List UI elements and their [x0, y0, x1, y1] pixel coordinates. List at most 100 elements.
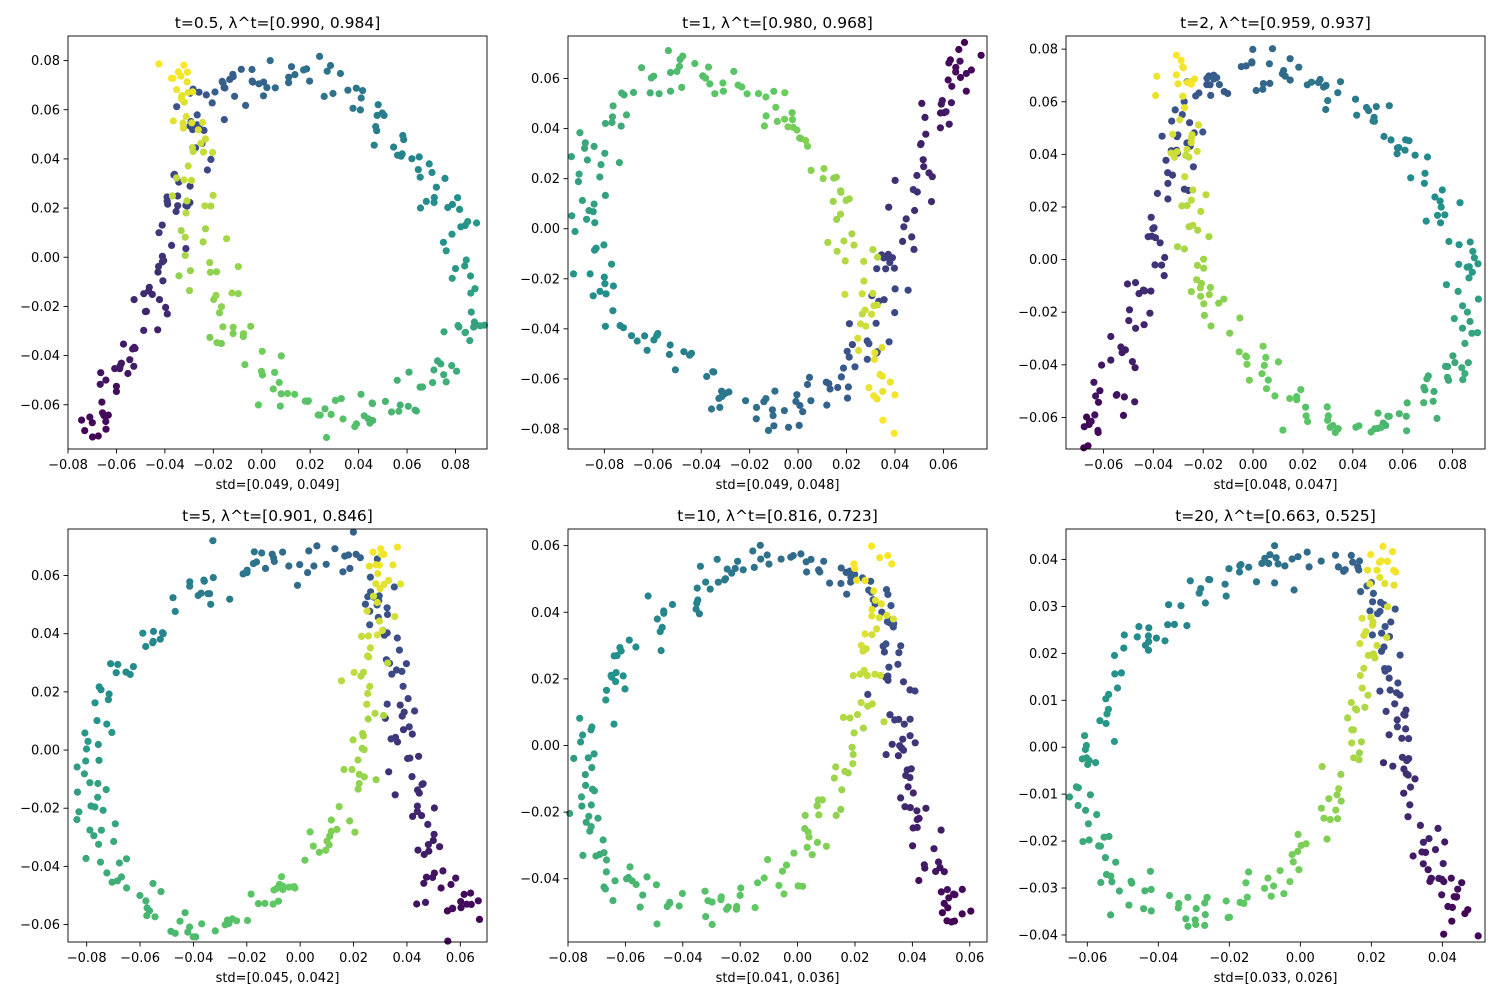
scatter-point — [1186, 577, 1194, 585]
scatter-point — [73, 816, 81, 824]
scatter-point — [171, 929, 179, 937]
scatter-point — [206, 333, 214, 341]
scatter-point — [1348, 739, 1356, 747]
scatter-point — [1187, 196, 1195, 204]
scatter-point — [875, 614, 883, 622]
scatter-point — [602, 856, 611, 864]
scatter-point — [608, 260, 616, 268]
scatter-point — [1222, 897, 1230, 905]
scatter-point — [179, 124, 187, 132]
scatter-point — [1164, 195, 1172, 203]
x-tick-label: 0.06 — [393, 458, 422, 473]
scatter-point — [707, 405, 716, 413]
scatter-point — [1274, 358, 1282, 366]
scatter-point — [429, 379, 437, 387]
scatter-point — [1084, 820, 1092, 828]
scatter-point — [899, 237, 907, 245]
scatter-point — [1385, 102, 1393, 110]
x-tick-label: 0.08 — [1438, 458, 1467, 473]
scatter-point — [1357, 588, 1365, 596]
axes-frame — [567, 35, 988, 450]
scatter-point — [204, 590, 212, 598]
scatter-point — [1147, 287, 1155, 295]
scatter-point — [638, 64, 646, 72]
scatter-point — [581, 139, 589, 147]
scatter-point — [453, 367, 461, 375]
scatter-point — [1274, 560, 1282, 568]
scatter-point — [1340, 567, 1348, 575]
scatter-point — [1180, 185, 1188, 193]
scatter-point — [851, 363, 859, 371]
x-axis-label: std=[0.041, 0.036] — [716, 971, 840, 986]
scatter-point — [871, 670, 879, 678]
scatter-point — [977, 51, 985, 59]
scatter-point — [1199, 128, 1207, 136]
scatter-point — [358, 632, 366, 641]
scatter-point — [430, 366, 438, 374]
scatter-point — [814, 796, 823, 804]
scatter-point — [612, 678, 620, 686]
scatter-point — [1265, 559, 1273, 568]
scatter-point — [1286, 394, 1294, 403]
y-tick-label: 0.06 — [531, 539, 560, 554]
scatter-point — [1335, 785, 1343, 793]
scatter-point — [909, 842, 917, 850]
scatter-point — [326, 61, 335, 70]
scatter-point — [891, 716, 899, 724]
scatter-point — [448, 362, 456, 370]
scatter-point — [309, 842, 317, 850]
scatter-point — [383, 610, 392, 619]
scatter-point — [1289, 858, 1297, 866]
scatter-point — [372, 776, 380, 784]
scatter-point — [393, 376, 401, 384]
scatter-point — [99, 806, 107, 814]
scatter-point — [383, 604, 391, 612]
scatter-point — [760, 874, 768, 882]
x-tick-label: 0.02 — [841, 951, 870, 966]
scatter-point — [1295, 866, 1303, 874]
scatter-point — [911, 206, 919, 215]
scatter-point — [186, 923, 194, 931]
scatter-point — [609, 282, 618, 290]
scatter-point — [701, 887, 709, 895]
scatter-point — [1466, 317, 1474, 326]
scatter-point — [1245, 376, 1253, 384]
scatter-point — [944, 76, 952, 84]
scatter-point — [858, 290, 866, 298]
scatter-point — [1405, 137, 1413, 145]
scatter-point — [1439, 860, 1447, 868]
scatter-point — [950, 890, 958, 898]
scatter-point — [936, 109, 945, 117]
scatter-point — [195, 88, 203, 96]
scatter-point — [183, 197, 191, 205]
y-tick-label: −0.08 — [520, 422, 560, 437]
scatter-point — [732, 905, 741, 913]
scatter-point — [1266, 551, 1274, 559]
scatter-point — [172, 207, 180, 216]
scatter-point — [802, 558, 810, 566]
scatter-point — [592, 244, 600, 252]
scatter-point — [1445, 237, 1453, 246]
scatter-point — [228, 289, 236, 297]
y-tick-label: −0.04 — [1018, 358, 1058, 373]
scatter-point — [1084, 442, 1092, 450]
scatter-point — [601, 885, 610, 893]
scatter-point — [269, 900, 277, 908]
scatter-point — [583, 215, 591, 223]
scatter-point — [927, 198, 936, 206]
scatter-point — [607, 671, 615, 680]
scatter-point — [211, 88, 219, 96]
scatter-point — [1406, 801, 1414, 809]
scatter-point — [789, 123, 797, 131]
scatter-point — [1197, 292, 1205, 300]
scatter-point — [790, 849, 798, 857]
scatter-point — [703, 372, 711, 381]
scatter-point — [374, 101, 382, 109]
scatter-point — [80, 770, 88, 778]
scatter-point — [829, 197, 837, 205]
scatter-point — [1172, 51, 1180, 59]
scatter-point — [258, 549, 266, 557]
scatter-point — [163, 310, 171, 318]
scatter-point — [1186, 119, 1194, 127]
scatter-point — [805, 373, 814, 381]
